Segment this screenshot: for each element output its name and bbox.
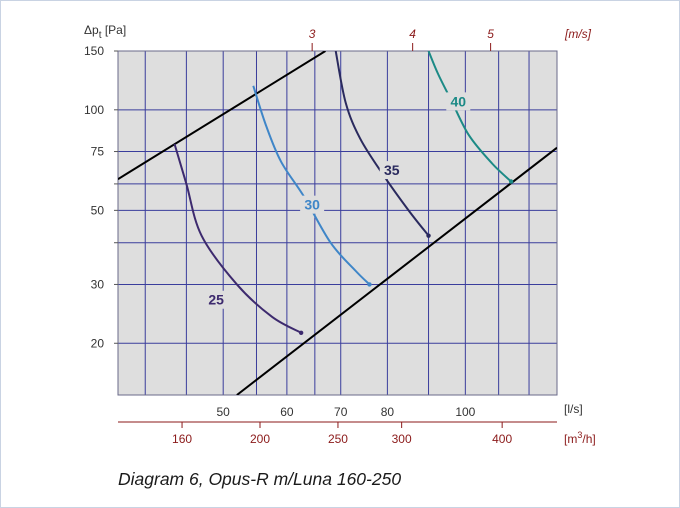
curve-label-25: 25 <box>208 292 224 308</box>
curve-end-dot-35 <box>426 233 431 238</box>
top-tick-label: 5 <box>487 27 494 41</box>
curve-label-30: 30 <box>304 197 320 213</box>
x-tick-label-m3h: 200 <box>250 432 270 446</box>
curve-25 <box>173 143 302 334</box>
y-tick-label: 20 <box>91 336 105 350</box>
y-tick-label: 75 <box>91 145 105 159</box>
curve-end-dot-30 <box>367 282 372 287</box>
curve-label-bg-35 <box>379 161 404 180</box>
x-tick-label-ls: 100 <box>455 405 475 419</box>
x-tick-label-ls: 50 <box>217 405 231 419</box>
y-tick-label: 150 <box>84 44 104 58</box>
y-tick-label: 30 <box>91 277 105 291</box>
curve-35 <box>334 51 430 237</box>
top-tick-label: 3 <box>309 27 316 41</box>
x-tick-label-m3h: 300 <box>392 432 412 446</box>
curve-end-dot-40 <box>508 179 514 184</box>
x-tick-label-ls: 80 <box>381 405 395 419</box>
y-axis-label: Δpt [Pa] <box>84 23 126 41</box>
x-axis-unit-ls: [l/s] <box>564 402 583 416</box>
x-tick-label-ls: 60 <box>280 405 294 419</box>
top-tick-label: 4 <box>409 27 416 41</box>
y-tick-label: 100 <box>84 103 104 117</box>
top-axis-unit: [m/s] <box>564 27 592 41</box>
curve-label-bg-40 <box>446 92 471 111</box>
curve-label-bg-25 <box>204 290 229 309</box>
curve-label-40: 40 <box>450 93 466 109</box>
plot-border <box>117 50 558 396</box>
x-axis-unit-m3h: [m3/h] <box>564 430 596 446</box>
system-line-1 <box>118 51 326 181</box>
x-tick-label-m3h: 250 <box>328 432 348 446</box>
curve-label-35: 35 <box>384 162 400 178</box>
curve-40 <box>427 51 512 183</box>
plot-area <box>118 51 557 395</box>
x-tick-label-m3h: 160 <box>172 432 192 446</box>
curve-end-dot-25 <box>298 330 304 335</box>
system-line-2 <box>236 146 557 395</box>
chart-caption: Diagram 6, Opus-R m/Luna 160-250 <box>118 469 402 489</box>
x-tick-label-ls: 70 <box>334 405 348 419</box>
curve-label-bg-30 <box>300 195 325 214</box>
y-tick-label: 50 <box>91 203 105 217</box>
x-tick-label-m3h: 400 <box>492 432 512 446</box>
